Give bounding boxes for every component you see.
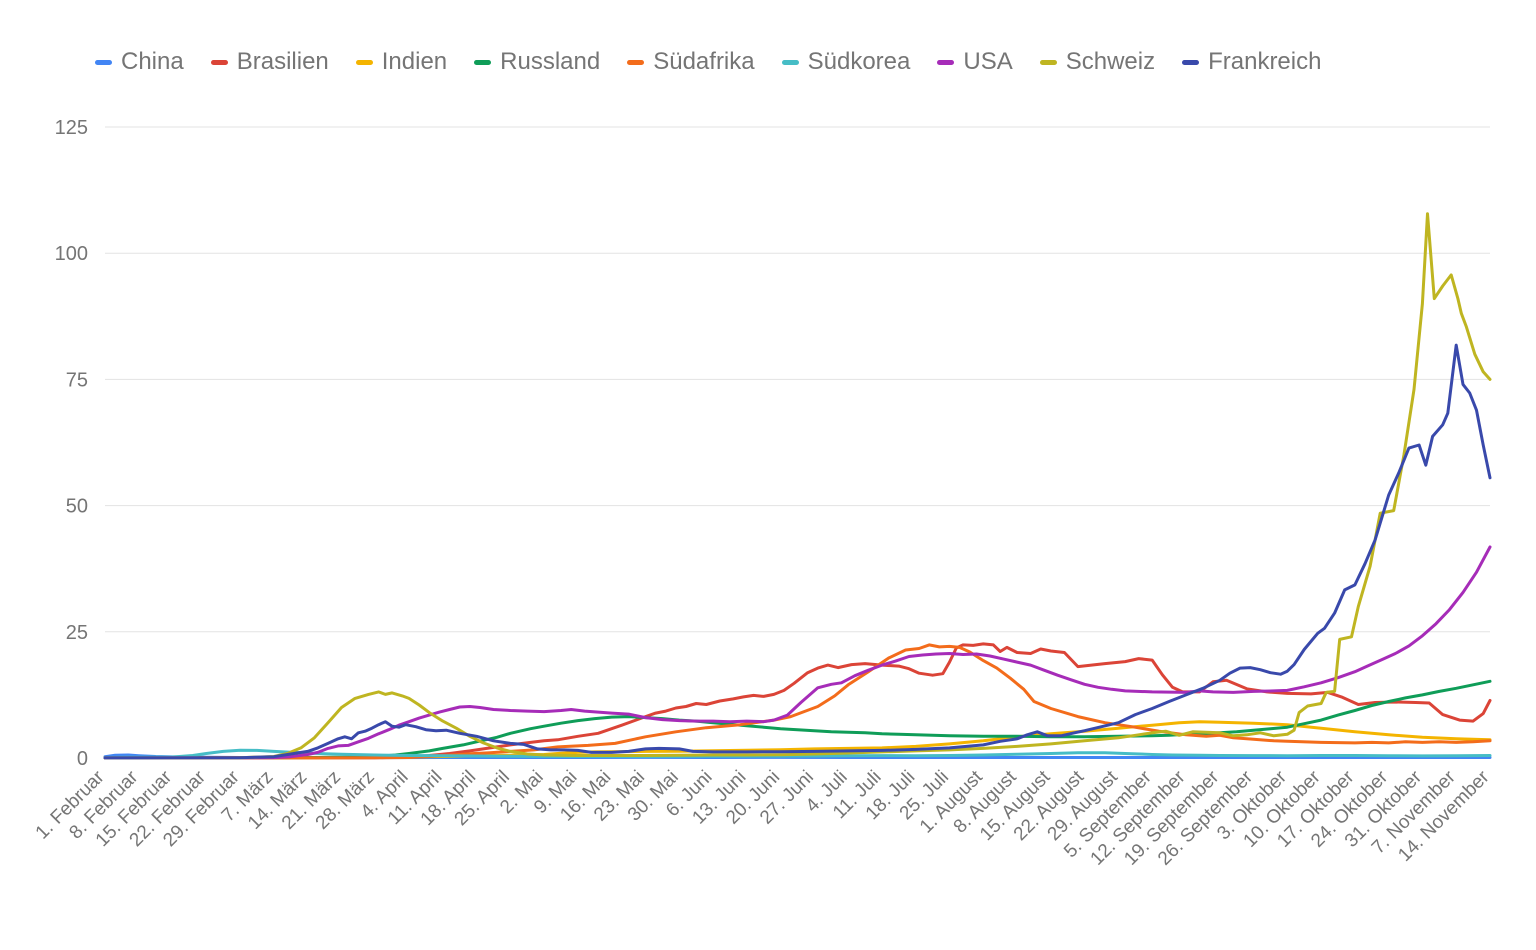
legend-item-s-dafrika: Südafrika — [627, 48, 755, 75]
legend-label: China — [121, 48, 184, 75]
legend-item-usa: USA — [937, 48, 1013, 75]
legend-item-brasilien: Brasilien — [210, 48, 329, 75]
y-tick-label: 0 — [77, 748, 88, 770]
legend-label: Indien — [381, 48, 448, 75]
series-line-s-dafrika[interactable] — [103, 643, 1492, 760]
legend: China Brasilien Indien Russland Südafrika Süd… — [95, 50, 1321, 74]
legend-item-schweiz: Schweiz — [1039, 48, 1156, 75]
legend-label: Frankreich — [1208, 48, 1322, 75]
legend-label: Brasilien — [236, 48, 329, 75]
series-line-russland[interactable] — [103, 679, 1492, 760]
series-line-schweiz[interactable] — [103, 212, 1492, 760]
legend-swatch-icon — [210, 59, 228, 65]
legend-item-indien: Indien — [355, 48, 448, 75]
legend-swatch-icon — [937, 59, 955, 65]
legend-item-china: China — [95, 50, 184, 74]
legend-label: USA — [963, 48, 1013, 75]
legend-item-russland: Russland — [474, 50, 600, 74]
legend-swatch-icon — [627, 59, 645, 65]
legend-label: Russland — [500, 48, 601, 75]
legend-swatch-icon — [95, 59, 112, 65]
legend-label: Südkorea — [807, 48, 911, 75]
legend-swatch-icon — [474, 59, 492, 65]
series-line-usa[interactable] — [103, 545, 1492, 760]
legend-item-s-dkorea: Südkorea — [781, 48, 911, 75]
y-tick-label: 25 — [66, 622, 88, 644]
legend-item-frankreich: Frankreich — [1182, 50, 1321, 74]
legend-label: Schweiz — [1065, 48, 1156, 75]
y-tick-label: 75 — [66, 369, 88, 391]
y-tick-label: 125 — [55, 117, 88, 139]
legend-label: Südafrika — [653, 48, 755, 75]
y-tick-label: 100 — [55, 243, 88, 265]
legend-swatch-icon — [781, 59, 799, 65]
y-tick-label: 50 — [66, 496, 88, 518]
legend-swatch-icon — [1039, 59, 1057, 65]
legend-swatch-icon — [355, 59, 373, 65]
legend-swatch-icon — [1182, 59, 1200, 65]
series-line-frankreich[interactable] — [103, 343, 1492, 760]
